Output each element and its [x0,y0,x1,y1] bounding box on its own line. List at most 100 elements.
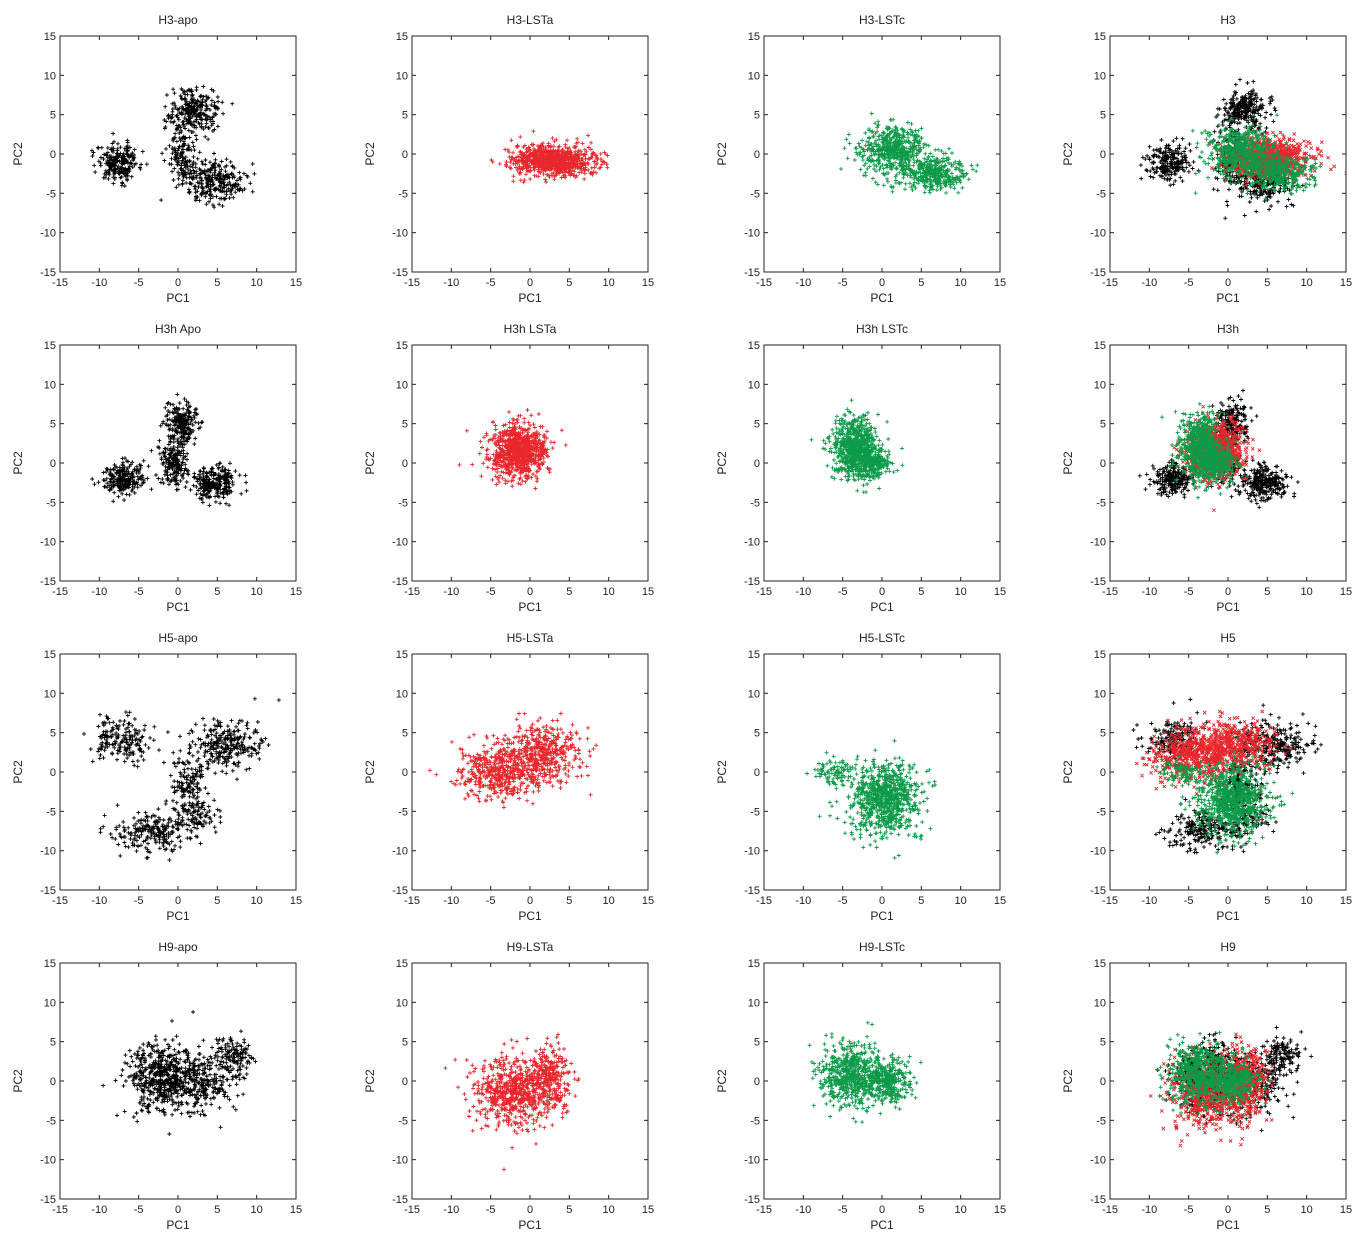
panel-title: H9-LSTa [507,940,554,954]
x-tick-label: 10 [603,895,615,907]
y-tick-label: 5 [50,110,56,122]
y-tick-label: -15 [1090,576,1106,588]
x-tick-label: 0 [527,1204,533,1216]
y-tick-label: -15 [40,576,56,588]
y-tick-label: 0 [754,149,760,161]
y-tick-label: 5 [1100,728,1106,740]
y-tick-label: -15 [744,885,760,897]
scatter-points [805,738,938,860]
x-tick-label: 5 [918,1204,924,1216]
y-tick-label: 0 [402,767,408,779]
x-tick-label: -15 [756,586,772,598]
panel-title: H5-apo [158,631,198,645]
y-axis-label: PC2 [715,451,729,475]
x-axis-label: PC1 [870,600,894,614]
x-tick-label: -10 [91,1204,107,1216]
y-tick-label: -10 [1090,846,1106,858]
x-tick-label: 10 [251,586,263,598]
series-point-marks [1155,1030,1273,1118]
x-tick-label: -5 [838,586,848,598]
x-tick-label: -10 [1141,586,1157,598]
x-tick-label: 10 [955,586,967,598]
y-tick-label: -5 [750,188,760,200]
y-tick-label: 0 [50,767,56,779]
x-tick-label: -5 [134,895,144,907]
x-tick-label: 10 [603,586,615,598]
panel-title: H5 [1220,631,1236,645]
x-tick-label: 5 [214,1204,220,1216]
y-axis-label: PC2 [1061,451,1075,475]
x-tick-label: 5 [566,586,572,598]
x-tick-label: 0 [1225,277,1231,289]
scatter-points [443,1032,581,1172]
panel-title: H9-apo [158,940,198,954]
y-tick-label: 5 [402,110,408,122]
scatter-panel: H5-LSTc -15-15 -10 -10 -5 -5 0 0 5 5 10 10 15 15 PC1 PC… [715,631,1006,923]
x-tick-label: 15 [994,895,1006,907]
x-tick-label: -5 [1184,277,1194,289]
x-tick-label: 10 [1301,1204,1313,1216]
series-point-marks [1160,401,1250,500]
x-tick-label: 0 [879,895,885,907]
x-tick-label: -10 [443,586,459,598]
y-tick-label: 5 [1100,419,1106,431]
y-tick-label: -15 [744,267,760,279]
y-axis-label: PC2 [11,142,25,166]
x-tick-label: -10 [1141,277,1157,289]
y-tick-label: -10 [744,228,760,240]
x-axis-label: PC1 [1216,291,1240,305]
x-axis-label: PC1 [1216,600,1240,614]
y-tick-label: 5 [50,419,56,431]
scatter-points [489,129,610,185]
y-tick-label: -5 [398,188,408,200]
y-tick-label: -5 [750,497,760,509]
scatter-points [1138,77,1346,221]
x-tick-label: -10 [795,586,811,598]
x-axis-label: PC1 [870,291,894,305]
series-markers [839,111,980,195]
panel-title: H5-LSTa [507,631,554,645]
scatter-panel: H3-LSTc -15-15 -10 -10 -5 -5 0 0 5 5 10 10 15 15 PC1 PC… [715,13,1006,305]
y-tick-label: 10 [748,997,760,1009]
y-axis-label: PC2 [11,760,25,784]
x-tick-label: -15 [404,586,420,598]
x-tick-label: 10 [251,1204,263,1216]
series-point-marks [82,696,281,863]
y-tick-label: 0 [402,1076,408,1088]
x-tick-label: -15 [1102,277,1118,289]
x-tick-label: 10 [955,277,967,289]
x-tick-label: 5 [918,277,924,289]
panel-title: H9-LSTc [859,940,905,954]
y-tick-label: 10 [748,688,760,700]
x-tick-label: 0 [527,586,533,598]
x-tick-label: 15 [994,1204,1006,1216]
scatter-points [89,84,257,210]
x-tick-label: 0 [175,586,181,598]
scatter-panel: H5-apo -15-15 -10 -10 -5 -5 0 0 5 5 10 10 15 15 PC1 PC2 [11,631,302,923]
x-tick-label: 10 [1301,586,1313,598]
x-tick-label: -10 [443,895,459,907]
x-axis-label: PC1 [166,909,190,923]
y-tick-label: 5 [50,728,56,740]
x-tick-label: 15 [1340,586,1352,598]
y-tick-label: 10 [44,688,56,700]
scatter-points [82,696,281,863]
y-axis-label: PC2 [715,142,729,166]
scatter-panel: H3-apo -15-15 -10 -10 -5 -5 0 0 5 5 10 10 15 15 PC1 PC2 [11,13,302,305]
series-markers [1155,736,1295,855]
series-markers [427,711,599,810]
panel-title: H3h [1217,322,1239,336]
x-tick-label: 10 [603,1204,615,1216]
series-markers [805,738,938,860]
x-tick-label: 15 [290,277,302,289]
y-axis-label: PC2 [715,760,729,784]
y-tick-label: -10 [392,846,408,858]
x-tick-label: 5 [918,895,924,907]
y-tick-label: -5 [46,806,56,818]
y-tick-label: 0 [754,767,760,779]
y-tick-label: 5 [1100,110,1106,122]
y-axis-label: PC2 [11,451,25,475]
scatter-panel: H9-LSTa -15-15 -10 -10 -5 -5 0 0 5 5 10 10 15 15 PC1 PC… [363,940,654,1232]
x-tick-label: -15 [756,1204,772,1216]
y-tick-label: -10 [1090,1155,1106,1167]
